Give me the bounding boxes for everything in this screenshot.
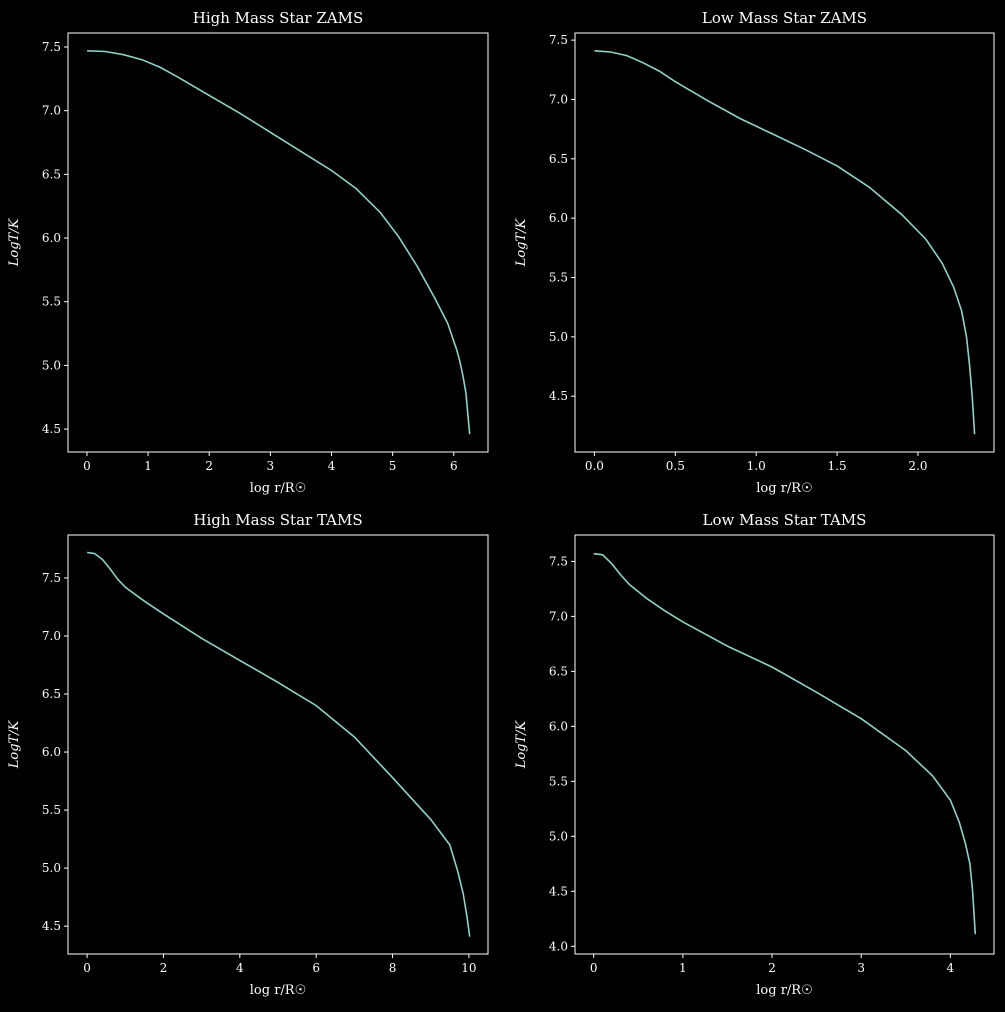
y-tick-label: 5.0: [549, 829, 568, 843]
x-tick-label: 3: [857, 961, 865, 975]
y-tick-label: 4.5: [549, 884, 568, 898]
plot-area: [67, 32, 489, 453]
y-tick-label: 6.0: [42, 745, 61, 759]
x-tick-label: 1: [144, 459, 152, 473]
x-tick-label: 8: [389, 961, 397, 975]
x-tick-label: 2: [205, 459, 213, 473]
x-tick-label: 1: [679, 961, 687, 975]
y-axis-label: LogT/K: [514, 217, 529, 267]
y-tick-label: 6.5: [549, 152, 568, 166]
y-tick-label: 6.5: [42, 167, 61, 181]
x-tick-label: 0: [590, 961, 598, 975]
plot-area: [574, 32, 995, 453]
chart-panel-4: Low Mass Star TAMS 0 1 2 3 4 4.0 4.5 5.0 5.5 6.0 6.…: [514, 511, 995, 998]
chart-panel-1: High Mass Star ZAMS 0 1 2 3 4 5 6 4.5 5.0 5.5 6.0 6.…: [7, 9, 489, 496]
chart-title: High Mass Star TAMS: [193, 511, 362, 529]
y-tick-label: 5.5: [42, 803, 61, 817]
y-axis-label: LogT/K: [7, 719, 22, 769]
x-tick-label: 5: [389, 459, 397, 473]
y-tick-label: 7.0: [549, 92, 568, 106]
x-tick-label: 4: [236, 961, 244, 975]
y-tick-label: 5.5: [42, 295, 61, 309]
x-tick-label: 4: [946, 961, 954, 975]
y-tick-label: 7.5: [549, 33, 568, 47]
x-tick-label: 2: [160, 961, 168, 975]
y-tick-label: 4.5: [42, 422, 61, 436]
y-tick-label: 7.5: [549, 554, 568, 568]
x-tick-label: 1.5: [828, 459, 847, 473]
y-tick-label: 6.0: [42, 231, 61, 245]
x-tick-label: 0: [83, 961, 91, 975]
y-tick-label: 7.5: [42, 571, 61, 585]
y-tick-label: 4.0: [549, 939, 568, 953]
y-tick-label: 6.5: [42, 687, 61, 701]
x-tick-label: 1.0: [747, 459, 766, 473]
x-tick-label: 2.0: [908, 459, 927, 473]
y-tick-label: 6.5: [549, 664, 568, 678]
chart-title: Low Mass Star TAMS: [703, 511, 867, 529]
y-tick-label: 4.5: [42, 919, 61, 933]
y-tick-label: 7.0: [42, 104, 61, 118]
chart-title: High Mass Star ZAMS: [193, 9, 363, 27]
x-tick-label: 10: [461, 961, 476, 975]
y-axis-label: LogT/K: [7, 217, 22, 267]
plot-area: [574, 534, 995, 955]
y-tick-label: 5.0: [42, 358, 61, 372]
y-tick-label: 6.0: [549, 719, 568, 733]
y-tick-label: 7.5: [42, 40, 61, 54]
y-tick-label: 5.0: [42, 861, 61, 875]
x-axis-label: log r/R☉: [756, 983, 812, 998]
x-tick-label: 0.5: [666, 459, 685, 473]
x-axis-label: log r/R☉: [756, 481, 812, 496]
y-tick-label: 6.0: [549, 211, 568, 225]
series-line: [593, 552, 977, 935]
y-tick-label: 5.0: [549, 330, 568, 344]
y-tick-label: 5.5: [549, 271, 568, 285]
y-tick-label: 5.5: [549, 774, 568, 788]
x-tick-label: 0.0: [585, 459, 604, 473]
x-tick-label: 3: [267, 459, 275, 473]
x-tick-label: 6: [312, 961, 320, 975]
x-tick-label: 4: [328, 459, 336, 473]
x-axis-label: log r/R☉: [250, 481, 306, 496]
x-tick-label: 0: [83, 459, 91, 473]
series-line: [594, 50, 976, 435]
y-axis-label: LogT/K: [514, 719, 529, 769]
x-axis-label: log r/R☉: [250, 983, 306, 998]
x-tick-label: 6: [450, 459, 458, 473]
y-tick-label: 7.0: [549, 609, 568, 623]
plot-area: [67, 534, 489, 955]
chart-panel-3: High Mass Star TAMS 0 2 4 6 8 10 4.5 5.0 5.5 6.0 6.…: [7, 511, 489, 998]
x-tick-label: 2: [768, 961, 776, 975]
y-tick-label: 4.5: [549, 389, 568, 403]
series-line: [86, 551, 471, 937]
chart-panel-2: Low Mass Star ZAMS 0.0 0.5 1.0 1.5 2.0 4.5 5.0 5…: [514, 9, 995, 496]
series-line: [86, 50, 471, 435]
y-tick-label: 7.0: [42, 629, 61, 643]
chart-title: Low Mass Star ZAMS: [702, 9, 867, 27]
